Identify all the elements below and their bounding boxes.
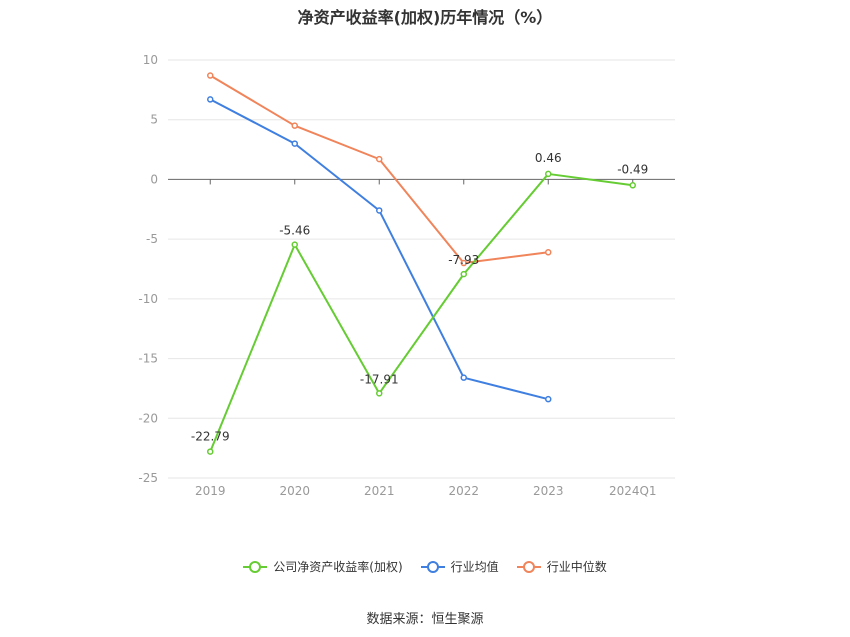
axis-layer: 10 5 0 -5 -10 -15 -20 -25 2019 2020 2021 2022 2023 20… [138, 53, 656, 498]
legend-symbol [243, 560, 268, 573]
legend-label: 公司净资产收益率(加权) [273, 560, 403, 574]
legend-symbol [516, 560, 541, 573]
data-label: -0.49 [617, 162, 648, 176]
y-tick-label: 5 [150, 113, 158, 127]
x-tick-label: 2020 [279, 484, 310, 498]
data-point [376, 155, 383, 163]
data-label: -17.91 [360, 372, 399, 386]
y-tick-label: 10 [143, 53, 158, 67]
data-point [291, 241, 298, 248]
legend: 公司净资产收益率(加权) 行业均值 行业中位数 [0, 558, 850, 575]
data-point [207, 72, 214, 79]
y-tick-label: -15 [138, 352, 158, 366]
y-tick-label: -10 [138, 292, 158, 306]
y-tick-label: -25 [138, 471, 158, 485]
data-point [460, 259, 467, 267]
data-point [376, 207, 383, 214]
legend-label: 行业均值 [450, 560, 499, 574]
x-tick-label: 2022 [448, 484, 479, 498]
source-note: 数据来源：恒生聚源 [366, 612, 484, 627]
data-point [291, 122, 298, 129]
legend-item[interactable]: 公司净资产收益率(加权) [243, 558, 403, 575]
x-tick-label: 2019 [195, 484, 226, 498]
data-label-layer: -22.79 -5.46 -17.91 -7.93 0.46 -0.49 [191, 151, 648, 444]
data-label: -7.93 [448, 253, 479, 267]
y-tick-label: 0 [150, 172, 158, 186]
series-layer [207, 72, 636, 455]
data-point [376, 390, 383, 397]
grid-layer [168, 59, 675, 479]
data-point [291, 140, 298, 147]
x-tick-label: 2023 [533, 484, 564, 498]
chart-title: 净资产收益率(加权)历年情况（%） [297, 8, 553, 27]
legend-symbol [420, 560, 445, 573]
data-point [545, 395, 552, 403]
legend-item[interactable]: 行业均值 [420, 558, 499, 575]
y-tick-label: -20 [138, 411, 158, 425]
data-point [545, 249, 552, 256]
data-point [629, 182, 636, 189]
series-line [209, 98, 549, 401]
data-point [460, 374, 467, 381]
data-point [545, 170, 552, 178]
data-point [460, 270, 467, 278]
data-label: -22.79 [191, 430, 230, 444]
legend-label: 行业中位数 [546, 560, 607, 574]
x-tick-label: 2024Q1 [609, 484, 657, 498]
data-label: -5.46 [279, 224, 310, 238]
data-label: 0.46 [535, 151, 562, 165]
legend-item[interactable]: 行业中位数 [516, 558, 607, 575]
y-tick-label: -5 [146, 232, 158, 246]
series-line [209, 172, 633, 452]
x-tick-label: 2021 [364, 484, 395, 498]
data-point [207, 448, 214, 455]
data-point [207, 96, 214, 103]
